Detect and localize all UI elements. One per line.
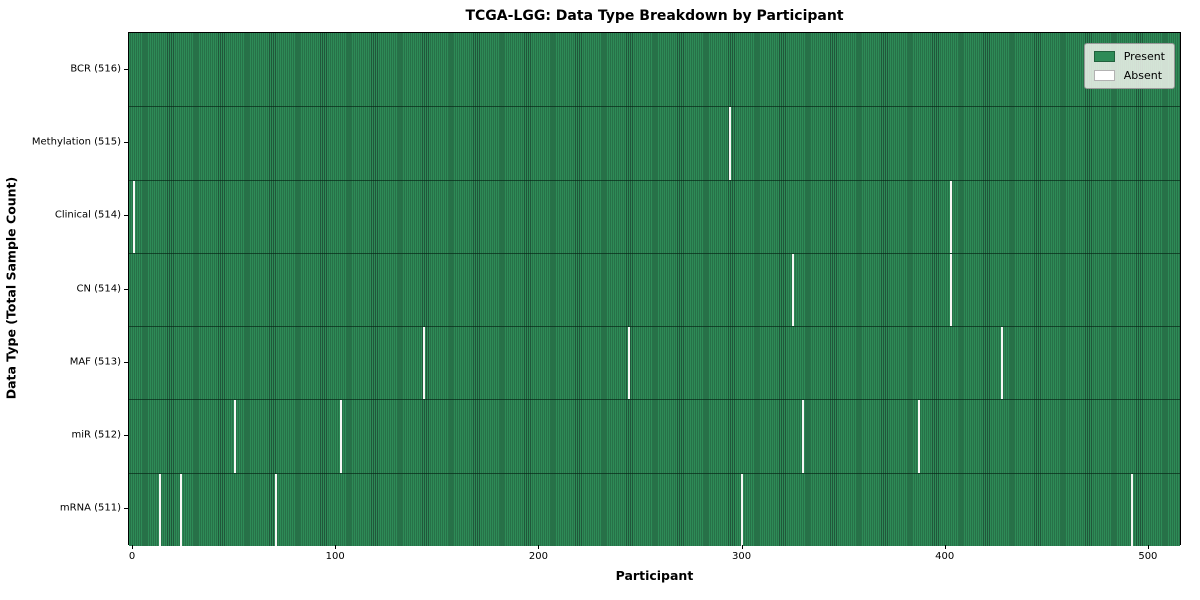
- x-tick-label-100: 100: [325, 551, 345, 562]
- absent-line-mir-p50: [234, 400, 237, 473]
- y-axis-tick-labels: BCR (516) Methylation (515) Clinical (514)…: [0, 32, 121, 545]
- absent-line-mrna-p23: [179, 473, 182, 546]
- y-tick-label-methylation: Methylation (515): [31, 136, 121, 148]
- row-band-mrna: [129, 472, 1180, 546]
- legend-item-absent: Absent: [1093, 69, 1165, 82]
- x-tick-mark: [1147, 545, 1149, 549]
- absent-line-mrna-p70: [275, 473, 277, 546]
- row-band-maf: [129, 326, 1180, 400]
- row-container: [129, 33, 1180, 546]
- y-tick-mark: [124, 435, 128, 437]
- x-tick-mark: [741, 545, 743, 549]
- x-tick-label-400: 400: [935, 551, 955, 562]
- absent-line-maf-p244: [627, 327, 630, 400]
- absent-line-mir-p330: [802, 400, 805, 473]
- y-tick-mark: [124, 141, 128, 143]
- x-tick-mark: [335, 545, 337, 549]
- x-axis-label: Participant: [615, 568, 694, 583]
- y-tick-label-cn: CN (514): [76, 283, 121, 294]
- legend-label-present: Present: [1123, 50, 1165, 63]
- x-tick-label-200: 200: [528, 551, 548, 562]
- y-tick-label-mir: miR (512): [71, 429, 121, 441]
- legend: Present Absent: [1083, 43, 1175, 89]
- legend-item-present: Present: [1093, 50, 1165, 63]
- chart-title: TCGA-LGG: Data Type Breakdown by Partici…: [465, 8, 844, 24]
- absent-line-maf-p143: [423, 327, 426, 400]
- x-tick-label-0: 0: [128, 551, 136, 562]
- row-band-methylation: [129, 106, 1180, 180]
- absent-line-mrna-p13: [159, 473, 162, 546]
- y-tick-label-mrna: mRNA (511): [59, 502, 121, 514]
- absent-line-mir-p102: [339, 400, 342, 473]
- absent-line-maf-p428: [1000, 327, 1003, 400]
- legend-label-absent: Absent: [1123, 69, 1163, 82]
- row-band-mir: [129, 399, 1180, 473]
- y-tick-mark: [124, 508, 128, 510]
- absent-line-mrna-p300: [741, 473, 744, 546]
- absent-line-cn-p325: [792, 253, 795, 327]
- y-tick-label-maf: MAF (513): [69, 356, 121, 368]
- y-tick-mark: [124, 215, 128, 217]
- legend-swatch-absent: [1093, 70, 1115, 81]
- y-tick-label-clinical: Clinical (514): [54, 209, 121, 221]
- x-tick-mark: [944, 545, 946, 549]
- x-tick-mark: [132, 545, 134, 549]
- y-tick-label-bcr: BCR (516): [70, 63, 121, 75]
- x-tick-label-300: 300: [732, 551, 752, 562]
- absent-line-cn-p403: [950, 253, 953, 327]
- y-tick-mark: [124, 288, 128, 290]
- row-band-bcr: [129, 33, 1180, 107]
- y-tick-mark: [124, 68, 128, 70]
- plot-area: Present Absent: [128, 32, 1181, 546]
- x-axis-ticks: 0 100 200 300 400 500: [128, 545, 1181, 575]
- absent-line-mrna-p492: [1130, 473, 1133, 546]
- y-tick-mark: [124, 361, 128, 363]
- row-band-cn: [129, 252, 1180, 327]
- x-tick-mark: [538, 545, 540, 549]
- absent-line-clinical-p403: [950, 180, 953, 253]
- row-band-clinical: [129, 179, 1180, 253]
- legend-swatch-present: [1093, 51, 1115, 62]
- absent-line-clinical-p0: [133, 180, 136, 253]
- x-tick-label-500: 500: [1138, 551, 1158, 562]
- absent-line-methylation-p294: [729, 107, 732, 180]
- absent-line-mir-p387: [917, 400, 920, 473]
